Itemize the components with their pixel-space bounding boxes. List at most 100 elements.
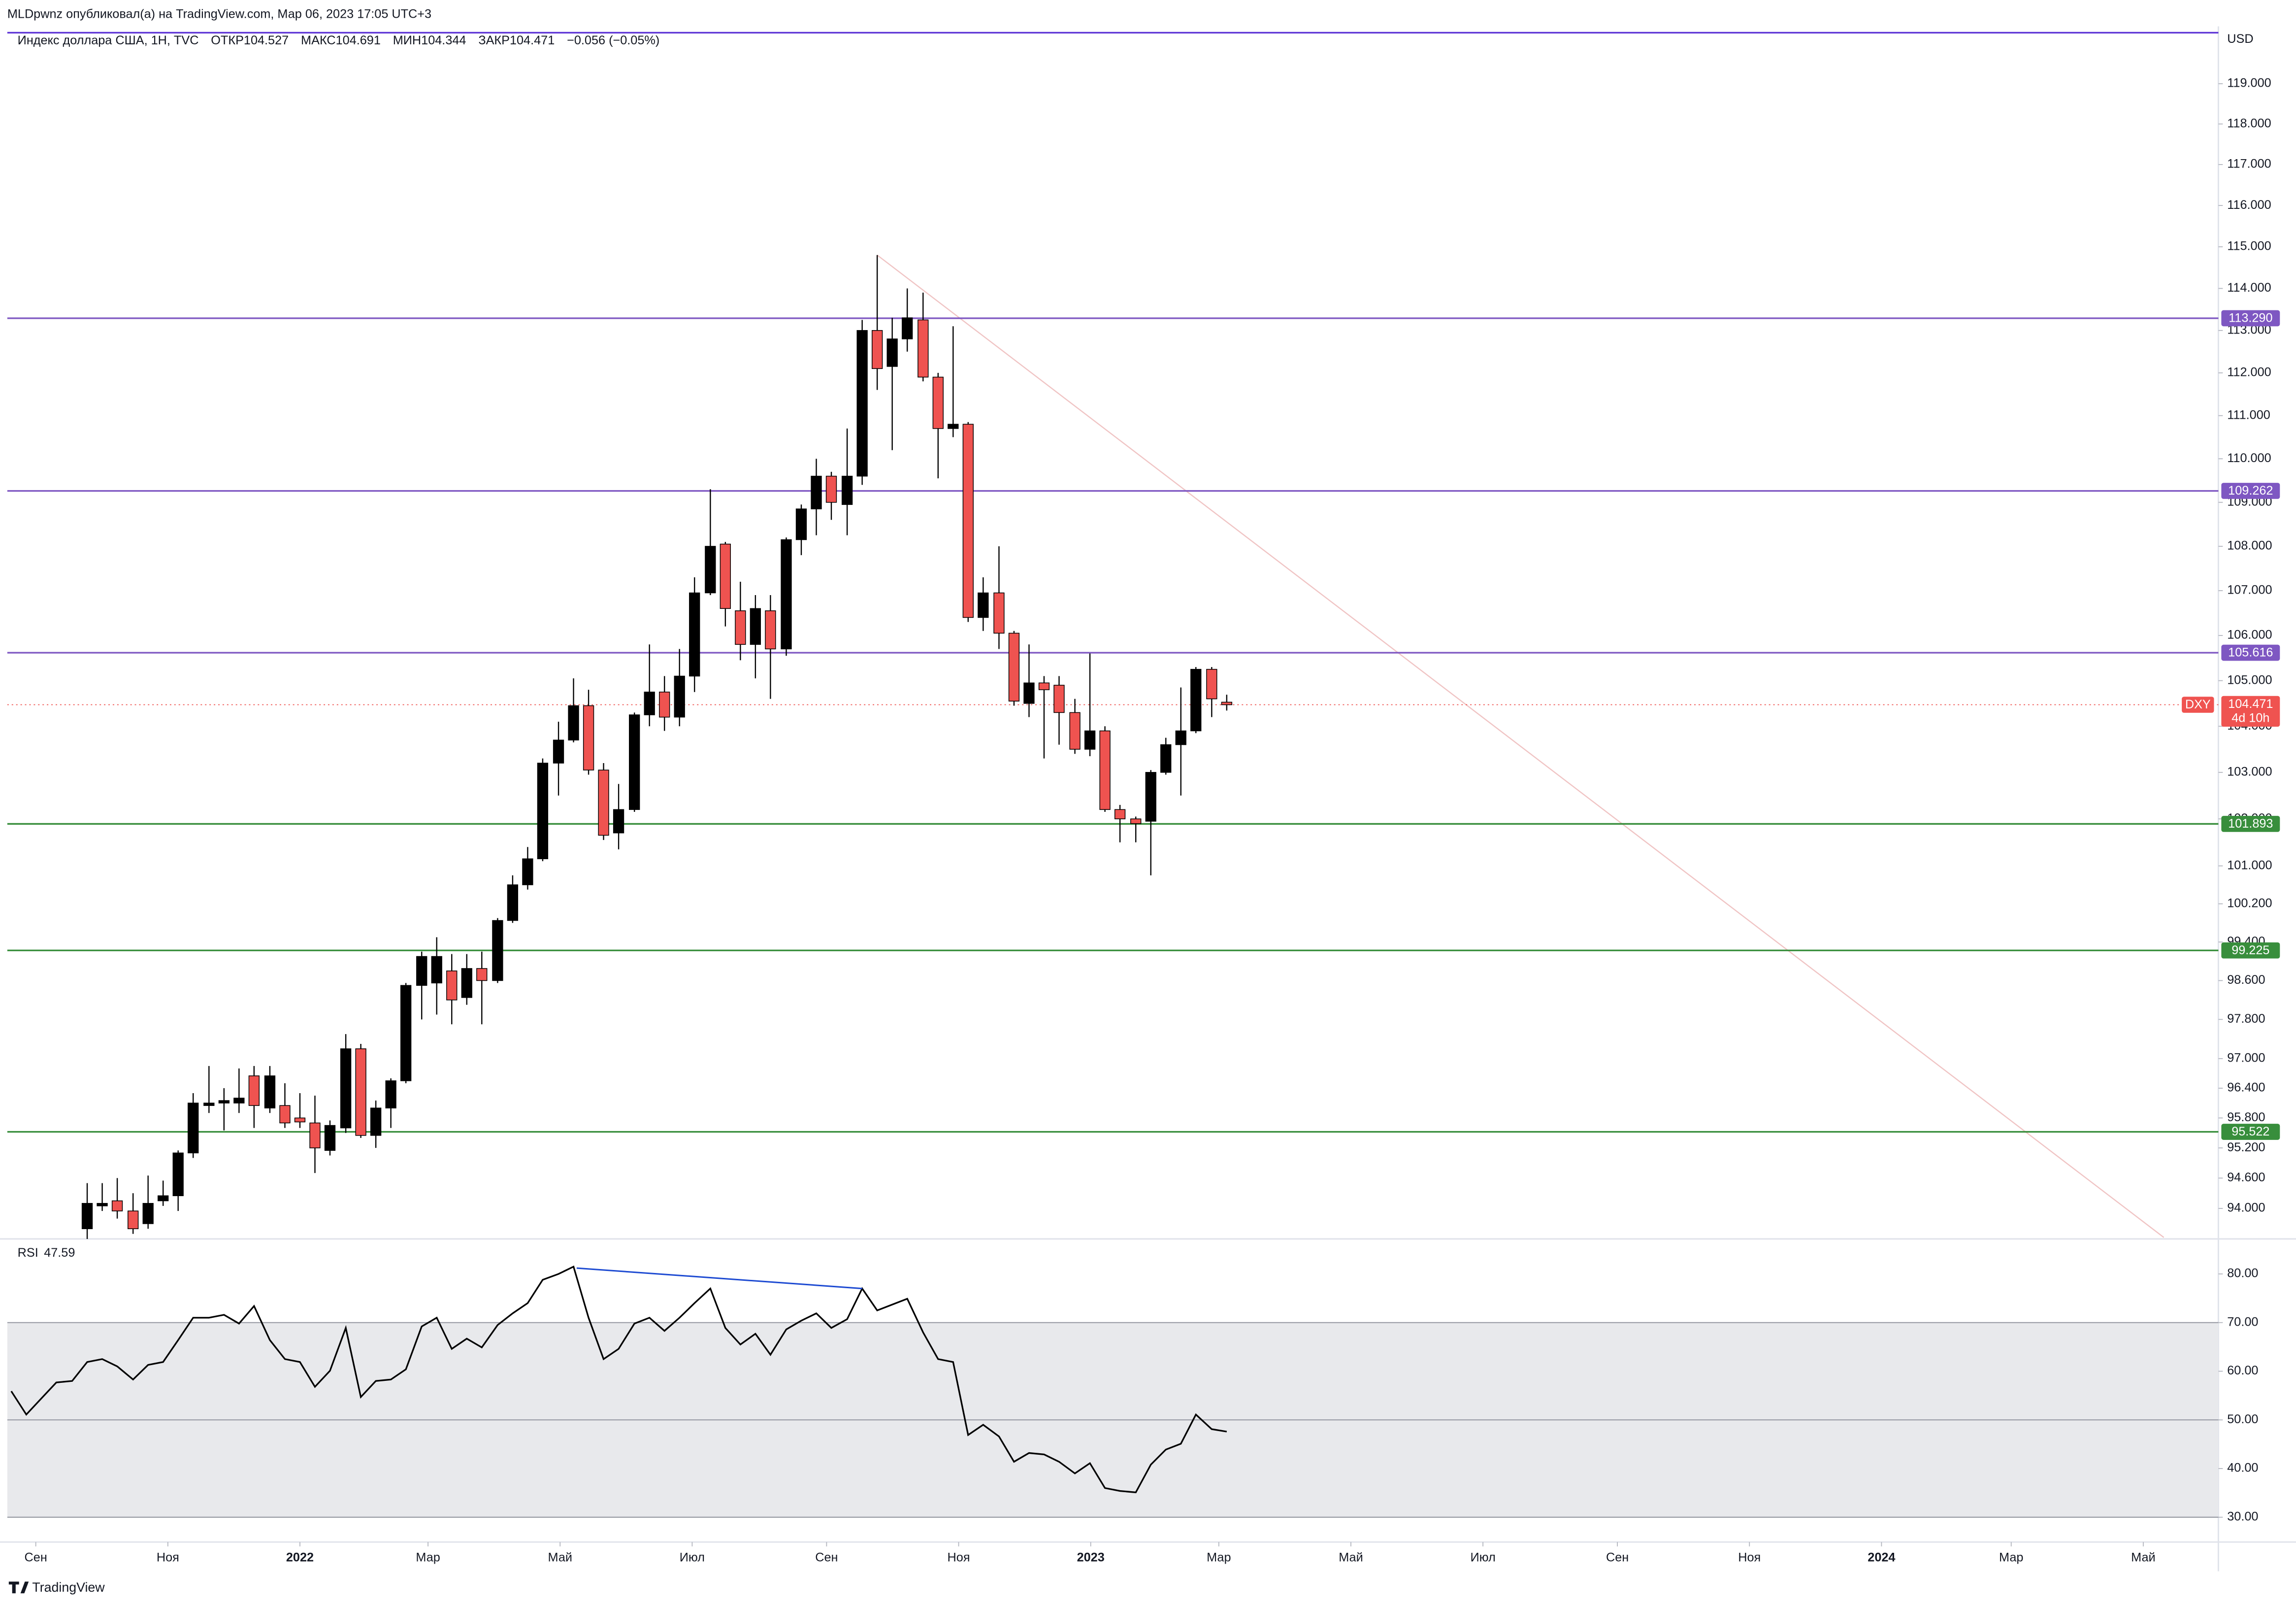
candle-body [871,330,883,369]
candle-body [1084,730,1096,750]
candle-body [370,1107,382,1136]
footer-brand: TradingView [32,1580,105,1595]
candle-body [1099,730,1111,810]
y-tick-label: 115.000 [2227,239,2271,253]
candle-body [781,539,792,650]
y-tick-label: 70.00 [2227,1315,2258,1329]
ohlc-low: МИН104.344 [393,33,466,47]
candle-body [1053,685,1065,713]
candle-body [385,1080,396,1108]
candle-body [128,1210,139,1230]
level-tag-label: 105.616 [2228,646,2273,660]
candle-body [932,376,944,429]
candle-body [279,1105,291,1124]
candle-body [309,1122,321,1148]
candle-body [507,884,519,921]
ohlc-change: −0.056 (−0.05%) [567,33,659,47]
candle-body [978,592,989,618]
level-tag [2221,942,2280,959]
candle-body [1130,818,1142,824]
candle-body [416,956,427,986]
y-tick-label: 101.000 [2227,858,2272,872]
candle-body [400,985,412,1081]
candle-body [583,705,594,770]
candle-body [689,592,700,677]
publisher-line: MLDpwnz опубликовал(а) на TradingView.co… [7,7,431,21]
candle-body [461,968,472,998]
candle-body [294,1117,306,1123]
y-tick-label: 80.00 [2227,1267,2258,1280]
candle-body [948,424,959,429]
candle-body [750,608,761,645]
candle-body [188,1103,199,1154]
y-tick-label: 95.200 [2227,1140,2265,1154]
level-tag-label: 95.522 [2231,1125,2269,1138]
candle-body [1114,809,1126,820]
level-tag [2221,483,2280,499]
rsi-legend-name: RSI [18,1246,38,1260]
candle-body [431,956,442,984]
candle-body [142,1203,154,1224]
x-tick-label: 2024 [1868,1551,1895,1565]
x-tick-label: Май [548,1551,572,1565]
x-tick-label: Май [2131,1551,2155,1565]
symbol-tag-label: DXY [2185,698,2211,711]
logo-mark [8,1581,29,1594]
candle-body [1221,702,1233,705]
candle-body [1023,682,1035,704]
rsi-legend-value: 47.59 [44,1246,75,1260]
candle-body [233,1098,245,1103]
candle-body [1008,633,1020,702]
y-tick-label: 97.000 [2227,1051,2265,1065]
candle-body [248,1075,260,1106]
candle-body [1069,712,1081,750]
candle-body [264,1075,276,1108]
footer-logo [8,1581,29,1594]
y-tick-label: 114.000 [2227,281,2271,295]
level-tag [2221,1124,2280,1140]
symbol-legend: Индекс доллара США, 1Н, TVC ОТКР104.527 … [18,33,660,47]
y-tick-label: 100.200 [2227,896,2272,910]
y-tick-label: 106.000 [2227,628,2272,642]
rsi-line [10,1265,1227,1494]
y-tick-label: 94.600 [2227,1170,2265,1184]
candle-body [1206,669,1217,700]
x-tick-label: Сен [1606,1551,1629,1565]
candle-body [705,546,716,594]
y-tick-label: 119.000 [2227,76,2271,90]
candle-body [111,1200,123,1211]
y-tick-label: 50.00 [2227,1412,2258,1426]
candle-body [340,1048,352,1129]
candle-body [598,769,609,836]
candle-body [720,543,731,609]
x-tick-label: Июл [680,1551,705,1565]
tags-layer: 113.290 109.262 105.616 101.893 99.225 95.522… [2182,310,2280,1140]
candle-body [476,968,488,981]
currency-label: USD [2227,32,2253,46]
candle-body [1145,772,1156,822]
x-tick-label: Сен [815,1551,838,1565]
candle-body [158,1195,169,1202]
y-tick-label: 103.000 [2227,765,2272,778]
candle-body [825,475,837,503]
candle-body [492,920,503,981]
y-tick-label: 97.800 [2227,1012,2265,1026]
y-tick-label: 111.000 [2227,408,2270,422]
ohlc-close: ЗАКР104.471 [478,33,555,47]
candle-body [203,1103,215,1106]
candle-body [1190,669,1202,732]
x-tick-label: Ноя [157,1551,179,1565]
candle-body [735,610,746,645]
candle-body [644,691,655,715]
x-tick-label: 2022 [286,1551,314,1565]
candle-body [856,330,868,477]
candle-body [218,1100,230,1103]
candle-body [355,1048,366,1136]
candle-body [172,1152,184,1197]
level-tag [2221,310,2280,327]
divergence-line [576,1267,862,1290]
y-tick-label: 107.000 [2227,583,2272,597]
x-tick-label: Мар [1207,1551,1231,1565]
candle-body [522,858,533,885]
